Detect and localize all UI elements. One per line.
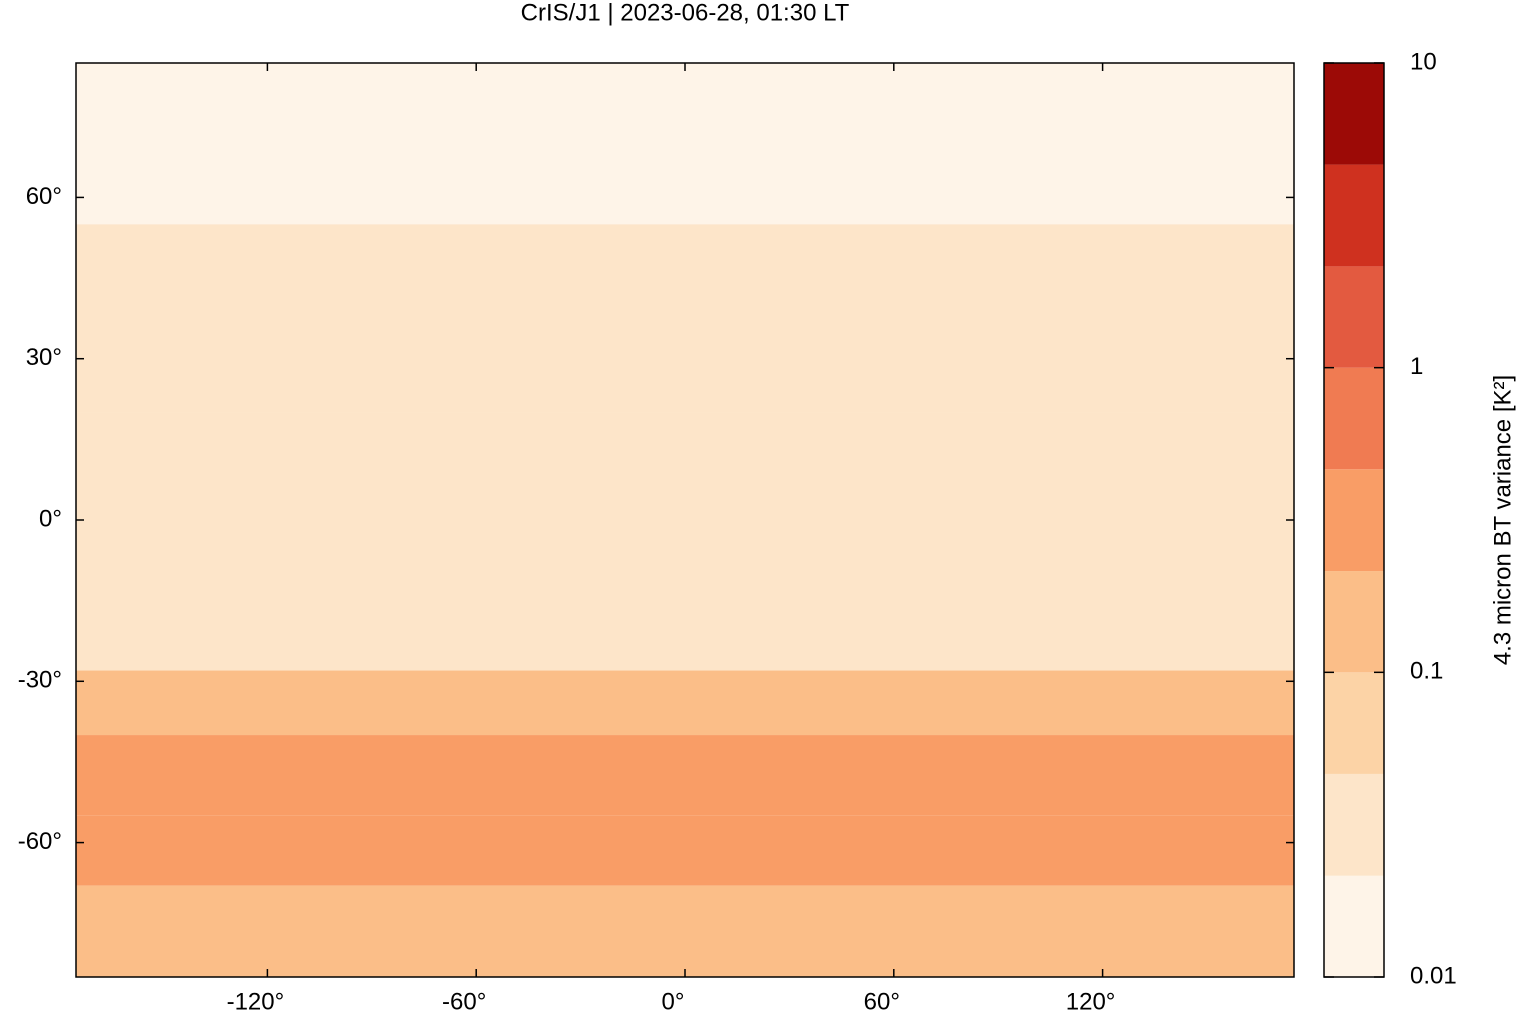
x-tick-label: -60° bbox=[442, 988, 486, 1015]
chart-title: CrIS/J1 | 2023-06-28, 01:30 LT bbox=[521, 0, 850, 26]
heat-cell bbox=[76, 735, 1294, 816]
y-tick-label: 0° bbox=[39, 505, 62, 532]
heat-cell bbox=[76, 670, 1294, 736]
y-tick-label: -30° bbox=[18, 667, 62, 694]
colorbar-band bbox=[1324, 164, 1384, 267]
x-tick-label: 0° bbox=[662, 988, 685, 1015]
colorbar-band bbox=[1324, 367, 1384, 470]
heat-cell bbox=[76, 815, 1294, 886]
x-tick-label: 60° bbox=[864, 988, 900, 1015]
colorbar-tick-label: 1 bbox=[1410, 353, 1423, 380]
colorbar-tick-label: 10 bbox=[1410, 48, 1437, 75]
y-tick-label: -60° bbox=[18, 828, 62, 855]
y-tick-label: 60° bbox=[26, 183, 62, 210]
colorbar-tick-label: 0.01 bbox=[1410, 962, 1457, 989]
colorbar-band bbox=[1324, 672, 1384, 774]
heat-cell bbox=[76, 224, 1294, 413]
heat-cell bbox=[76, 63, 1294, 225]
heat-cell bbox=[76, 412, 1294, 671]
x-tick-label: 120° bbox=[1066, 988, 1116, 1015]
colorbar-label: 4.3 micron BT variance [K²] bbox=[1489, 375, 1516, 665]
colorbar-band bbox=[1324, 773, 1384, 876]
colorbar-band bbox=[1324, 63, 1384, 165]
colorbar-band bbox=[1324, 266, 1384, 368]
colorbar-frame bbox=[1323, 62, 1385, 978]
colorbar-tick-label: 0.1 bbox=[1410, 658, 1443, 685]
y-tick-label: 30° bbox=[26, 344, 62, 371]
colorbar-band bbox=[1324, 571, 1384, 673]
x-tick-label: -120° bbox=[227, 988, 285, 1015]
heat-cell bbox=[76, 885, 1294, 977]
colorbar-band bbox=[1324, 875, 1384, 977]
colorbar-band bbox=[1324, 469, 1384, 572]
